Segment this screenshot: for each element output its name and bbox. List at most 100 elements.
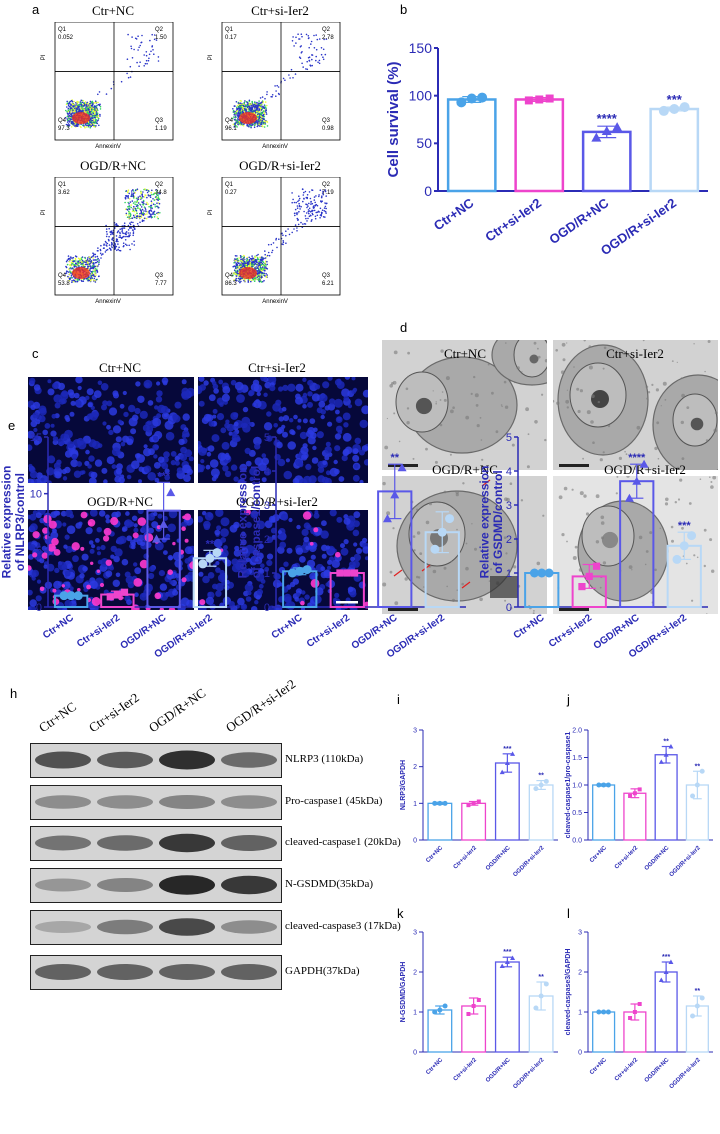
- y-axis-label: cleaved-caspase1/pro-caspase1: [565, 732, 572, 839]
- x-tick-label: OGD/R+si-Ier2: [598, 195, 679, 258]
- data-point: [476, 799, 481, 804]
- panel-letter-c: c: [32, 346, 39, 361]
- data-point: [543, 778, 549, 784]
- y-tick-label: 3: [413, 727, 417, 734]
- data-point: [499, 769, 505, 775]
- y-tick-label: 1: [578, 1009, 582, 1016]
- bar: [427, 802, 453, 841]
- significance-label: **: [206, 538, 215, 550]
- data-point: [544, 568, 554, 578]
- data-point: [442, 1003, 448, 1009]
- wb-band: [97, 878, 153, 892]
- fluorescence-image-ctr-si: [198, 377, 368, 483]
- wb-band-label: Pro-caspase1 (45kDa): [285, 795, 383, 807]
- quadrant-value: 6.21: [322, 281, 334, 287]
- flow-x-label: AnnexinV: [262, 299, 288, 305]
- quadrant-label: Q4: [225, 273, 234, 279]
- x-tick-label: Ctr+NC: [425, 1057, 444, 1076]
- wb-column-label: Ctr+NC: [35, 698, 79, 736]
- wb-band: [97, 835, 153, 851]
- wb-bands: [35, 833, 277, 853]
- flow-x-label: AnnexinV: [262, 144, 288, 150]
- chart-gsdmd: Relative expressionof GSDMD/control 0 1 2 3 4…: [478, 432, 708, 661]
- y-tick-label: 2: [578, 969, 582, 976]
- y-tick-label: 2: [506, 534, 512, 546]
- data-point: [601, 1009, 607, 1015]
- x-tick-label: OGD/R+si-Ier2: [512, 1057, 546, 1091]
- y-axis-label: Cell survival (%): [385, 62, 402, 178]
- y-tick-label: 0: [413, 837, 417, 844]
- chart-nlrp3-gapdh: NLRP3/GAPDH 0 1 2 3 Ctr+NC Ctr+si-Ier2 *** OGD/R…: [400, 727, 558, 878]
- wb-band: [35, 795, 91, 809]
- em-nucleolus: [415, 397, 433, 415]
- data-point: [699, 768, 705, 774]
- scale-bar: [559, 608, 589, 611]
- significance-label: ***: [667, 92, 683, 107]
- data-point: [477, 92, 488, 103]
- quadrant-label: Q4: [58, 118, 67, 124]
- x-tick-label: Ctr+si-Ier2: [547, 612, 594, 650]
- data-point: [466, 93, 477, 104]
- quadrant-label: Q2: [322, 27, 331, 33]
- x-tick-label: Ctr+NC: [589, 1057, 608, 1076]
- wb-band: [159, 833, 215, 853]
- flow-plot-title: Ctr+si-Ier2: [251, 3, 309, 18]
- bar: [619, 480, 655, 609]
- y-tick-label: 1: [413, 1009, 417, 1016]
- chart-ngsdmd-gapdh: N-GSDMD/GAPDH 0 1 2 3 Ctr+NC Ctr+si-Ier2 *** OGD…: [400, 929, 558, 1091]
- panel-letter-j: j: [567, 692, 570, 707]
- data-point: [113, 590, 121, 599]
- wb-bands: [35, 964, 277, 980]
- wb-band-label: cleaved-caspase3 (17kDa): [285, 920, 401, 932]
- data-point: [382, 514, 392, 523]
- fluorescence-image-ctr-nc: [28, 377, 194, 483]
- panel-letter-d: d: [400, 320, 408, 335]
- data-point: [592, 562, 601, 570]
- quadrant-value: 86.3: [225, 281, 237, 287]
- data-point: [510, 955, 516, 960]
- y-axis-label: Relative expressionof NLRP3/control: [0, 466, 27, 579]
- y-axis-label: cleaved-caspase3/GAPDH: [565, 949, 572, 1036]
- significance-label: ***: [503, 746, 511, 753]
- data-point: [350, 569, 359, 577]
- wb-band: [221, 752, 277, 768]
- data-point: [456, 97, 467, 108]
- x-tick-label: Ctr+NC: [431, 195, 477, 234]
- bar: [494, 762, 520, 841]
- data-point: [687, 531, 697, 541]
- em-nucleolus: [601, 531, 619, 549]
- wb-band: [97, 964, 153, 980]
- bar: [592, 1011, 616, 1053]
- em-nucleolus: [690, 417, 704, 431]
- y-tick-label: 0: [36, 602, 42, 614]
- y-tick-label: 5: [36, 545, 42, 557]
- y-axis-label: NLRP3/GAPDH: [400, 760, 407, 810]
- quadrant-label: Q4: [225, 118, 234, 124]
- y-tick-label: 0: [506, 602, 512, 614]
- wb-blot-row: [30, 743, 282, 778]
- x-tick-label: Ctr+si-Ier2: [453, 1057, 479, 1083]
- x-tick-label: Ctr+si-Ier2: [614, 1057, 640, 1083]
- data-point: [699, 995, 705, 1001]
- bar: [581, 130, 632, 193]
- data-point: [601, 125, 612, 135]
- flow-plot-title: OGD/R+NC: [80, 158, 146, 173]
- flow-dense-core: [239, 112, 257, 124]
- y-tick-label: 3: [264, 500, 270, 512]
- data-point: [471, 801, 476, 806]
- flow-plot: Q1 0.27 Q2 7.19 Q3 6.21 Q4 86.3 AnnexinV PI: [208, 177, 341, 305]
- quadrant-value: 7.77: [155, 281, 167, 287]
- bar: [623, 792, 647, 841]
- data-point: [152, 534, 162, 543]
- y-tick-label: 4: [264, 466, 270, 478]
- significance-label: ***: [157, 470, 171, 482]
- quadrant-value: 0.052: [58, 35, 74, 41]
- data-point: [639, 459, 649, 468]
- data-point: [679, 102, 690, 113]
- quadrant-value: 1.19: [155, 126, 167, 132]
- x-tick-label: Ctr+si-Ier2: [453, 845, 479, 871]
- y-tick-label: 1: [506, 568, 512, 580]
- data-point: [694, 782, 700, 788]
- y-tick-label: 10: [30, 489, 42, 501]
- x-tick-label: Ctr+si-Ier2: [75, 612, 122, 650]
